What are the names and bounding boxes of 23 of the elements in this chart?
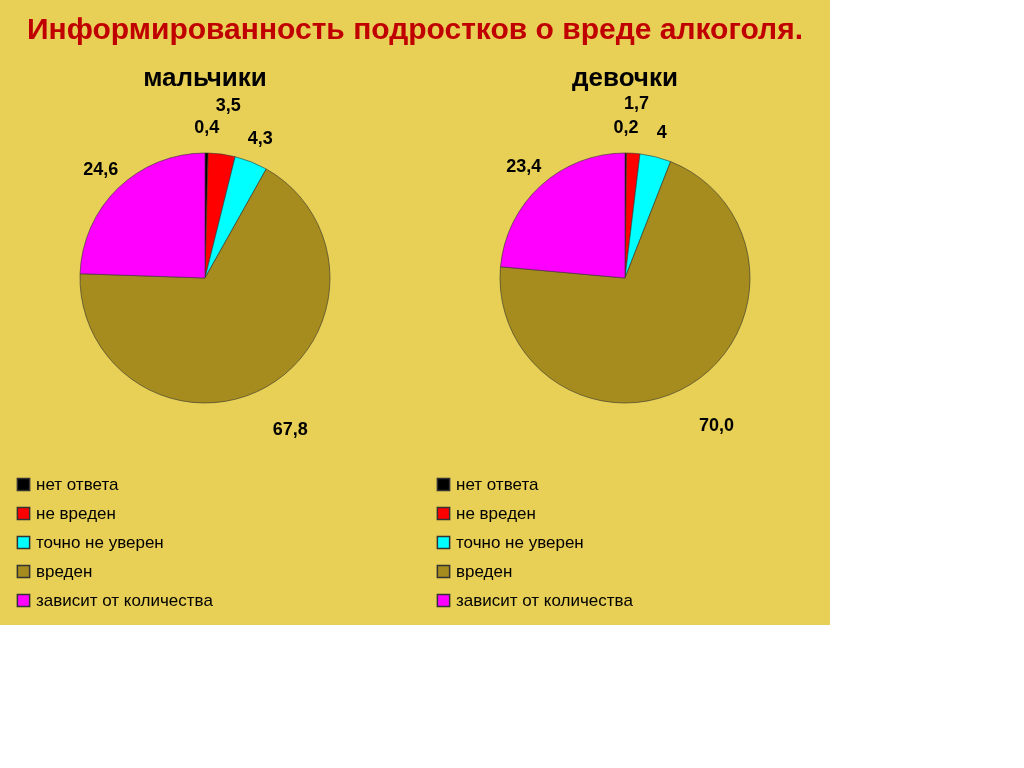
data-label: 67,8 [272, 418, 308, 439]
legend-label: не вреден [36, 503, 116, 523]
legend-label: не вреден [456, 503, 536, 523]
legend-label: нет ответа [36, 474, 119, 494]
data-label: 1,7 [624, 93, 650, 114]
data-label: 3,5 [215, 94, 241, 115]
text: Информированность подростков о вреде алкоголя. [26, 12, 804, 45]
legend-label: зависит от количества [36, 590, 214, 610]
data-label: 0,2 [613, 117, 639, 137]
data-label: 70,0 [698, 415, 735, 436]
legend-label: вреден [36, 561, 93, 581]
legend-label: точно не уверен [36, 532, 164, 552]
legend-label: точно не уверен [456, 532, 584, 552]
legend-label: зависит от количества [456, 590, 634, 610]
chart-title: девочки [572, 62, 678, 92]
data-label: 24,6 [83, 159, 119, 180]
data-label: 0,4 [194, 117, 220, 138]
data-label: 23,4 [506, 156, 542, 177]
legend-label: вреден [456, 561, 513, 581]
data-label: 4,3 [247, 127, 273, 148]
data-label: 4 [656, 121, 667, 142]
chart-subtitle: мальчики [143, 62, 267, 93]
legend-label: нет ответа [456, 474, 539, 494]
